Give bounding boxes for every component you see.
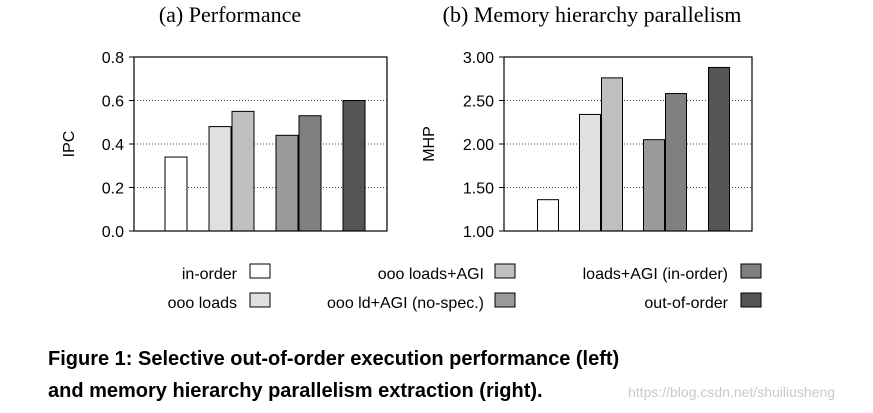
mhp-ylabel: MHP — [421, 126, 438, 162]
caption-line-2: and memory hierarchy parallelism extract… — [48, 380, 543, 402]
legend-label-in-order: in-order — [182, 266, 238, 283]
mhp-tick-label: 1.00 — [463, 224, 494, 241]
mhp-chart: (b) Memory hierarchy parallelism MHP 1.0… — [421, 2, 753, 241]
performance-bar-ooo-loads — [208, 126, 232, 232]
legend-label-ooo-ld-agi-no-spec: ooo ld+AGI (no-spec.) — [327, 295, 484, 312]
mhp-bar-ooo-ld-agi-no-spec — [643, 139, 665, 232]
mhp-bar-out-of-order — [708, 66, 730, 232]
legend-label-ooo-loads-agi: ooo loads+AGI — [378, 266, 484, 283]
performance-tick-label: 0.4 — [102, 137, 124, 154]
legend-swatch-ooo-ld-agi-no-spec — [494, 292, 516, 308]
legend-swatch-ooo-loads-agi — [494, 263, 516, 279]
mhp-bar-ooo-loads-agi — [601, 77, 623, 232]
legend-swatch-out-of-order — [740, 292, 762, 308]
mhp-tick-label: 2.50 — [463, 94, 494, 111]
legend-swatch-ooo-loads — [249, 292, 271, 308]
performance-chart: (a) Performance IPC 0.0 0.2 0.4 0.6 0.8 — [61, 2, 388, 241]
mhp-chart-title: (b) Memory hierarchy parallelism — [443, 2, 742, 27]
legend-label-ooo-loads: ooo loads — [168, 295, 237, 312]
performance-bar-loads-agi-in-order — [298, 115, 322, 232]
mhp-bar-loads-agi-in-order — [665, 93, 687, 232]
legend: in-order ooo loads ooo loads+AGI ooo ld+… — [168, 263, 762, 312]
mhp-plot: 1.00 1.50 2.00 2.50 3.00 — [463, 50, 753, 241]
legend-swatch-in-order — [249, 263, 271, 279]
performance-bar-out-of-order — [342, 100, 366, 232]
watermark: https://blog.csdn.net/shuiliusheng — [628, 384, 836, 400]
performance-tick-label: 0.2 — [102, 181, 124, 198]
performance-axes-frame — [133, 56, 388, 232]
performance-tick-label: 0.8 — [102, 50, 124, 67]
performance-bar-in-order — [164, 156, 188, 232]
mhp-bar-ooo-loads — [579, 113, 601, 232]
mhp-tick-label: 1.50 — [463, 181, 494, 198]
performance-ylabel: IPC — [61, 131, 78, 158]
mhp-tick-label: 3.00 — [463, 50, 494, 67]
performance-chart-title: (a) Performance — [159, 2, 301, 27]
performance-bar-ooo-loads-agi — [231, 110, 255, 232]
legend-label-loads-agi-in-order: loads+AGI (in-order) — [583, 266, 728, 283]
legend-label-out-of-order: out-of-order — [644, 295, 728, 312]
caption-line-1: Figure 1: Selective out-of-order executi… — [48, 348, 620, 370]
legend-swatch-loads-agi-in-order — [740, 263, 762, 279]
mhp-bar-in-order — [537, 199, 559, 232]
figure-caption: Figure 1: Selective out-of-order executi… — [48, 343, 848, 407]
mhp-axes-frame — [503, 56, 753, 232]
mhp-tick-label: 2.00 — [463, 137, 494, 154]
performance-tick-label: 0.0 — [102, 224, 124, 241]
performance-tick-label: 0.6 — [102, 94, 124, 111]
performance-bar-ooo-ld-agi-no-spec — [275, 134, 299, 232]
performance-plot: 0.0 0.2 0.4 0.6 0.8 — [102, 50, 388, 241]
